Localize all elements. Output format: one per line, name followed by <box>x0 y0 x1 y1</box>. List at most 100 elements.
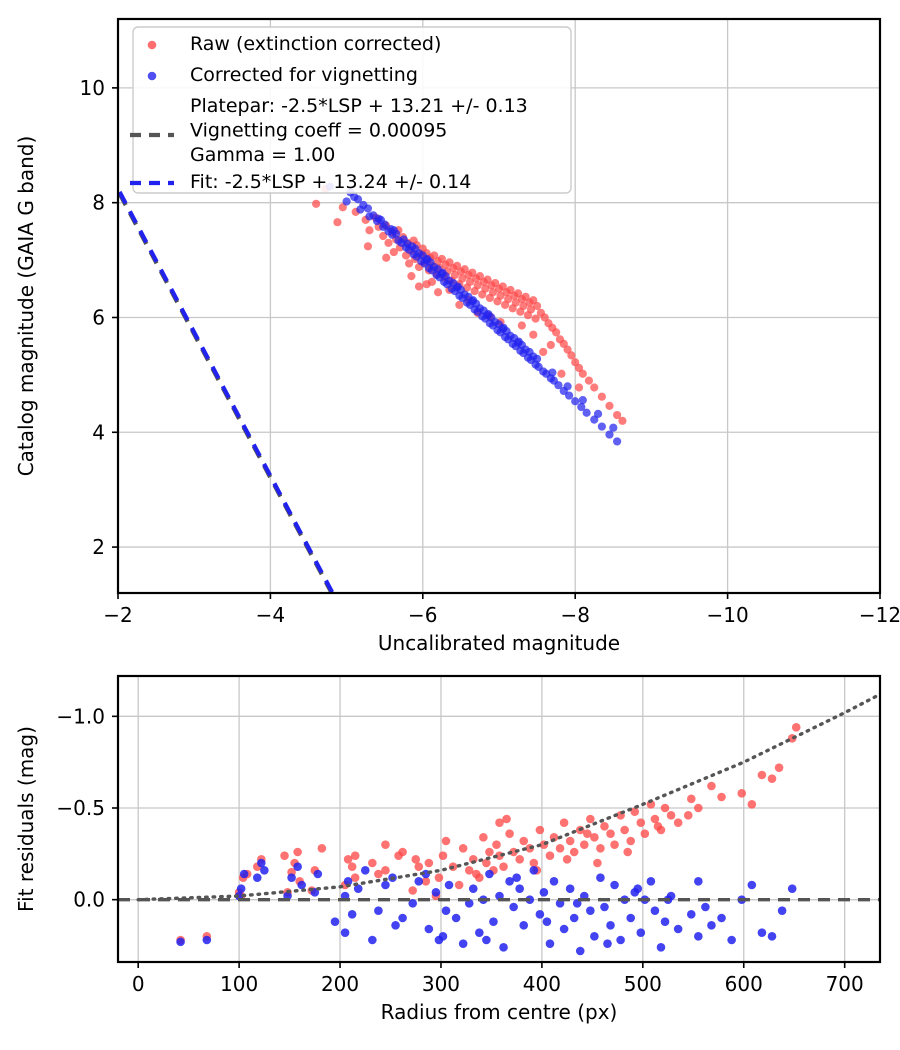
data-point-raw <box>666 811 676 820</box>
data-point-corrected <box>408 242 417 251</box>
data-point-raw <box>683 811 693 820</box>
legend-label: Fit: -2.5*LSP + 13.24 +/- 0.14 <box>190 171 471 193</box>
data-point-corrected <box>633 884 643 893</box>
data-point-raw <box>707 781 716 791</box>
legend: Raw (extinction corrected) Corrected for … <box>130 26 572 194</box>
data-point-raw <box>584 376 594 385</box>
series-raw-bottom <box>176 723 801 945</box>
data-point-raw <box>737 789 747 798</box>
data-point-raw <box>600 822 609 831</box>
data-point-raw <box>481 284 490 293</box>
data-point-corrected <box>554 381 563 390</box>
data-point-corrected <box>767 932 777 941</box>
data-point-corrected <box>609 423 618 432</box>
data-point-corrected <box>389 226 398 235</box>
data-point-raw <box>438 851 448 860</box>
data-point-raw <box>485 847 494 857</box>
data-point-corrected <box>577 402 586 412</box>
data-point-raw <box>606 829 615 838</box>
data-point-corrected <box>533 354 542 363</box>
data-point-raw <box>414 862 424 871</box>
data-point-raw <box>421 877 431 886</box>
data-point-corrected <box>512 873 521 882</box>
data-point-corrected <box>673 924 683 934</box>
data-point-corrected <box>505 877 514 886</box>
data-point-corrected <box>563 382 572 391</box>
data-point-corrected <box>499 943 508 952</box>
data-point-corrected <box>360 866 370 875</box>
data-point-raw <box>433 288 443 297</box>
data-point-raw <box>408 886 418 895</box>
legend-label: Platepar: -2.5*LSP + 13.21 +/- 0.13 <box>190 95 528 117</box>
data-point-raw <box>747 800 757 809</box>
legend-label: Corrected for vignetting <box>190 64 418 86</box>
data-point-raw <box>411 855 421 864</box>
data-point-corrected <box>717 913 726 923</box>
data-point-raw <box>317 844 327 853</box>
data-point-raw <box>465 277 475 286</box>
data-point-raw <box>529 330 538 339</box>
data-point-raw <box>343 855 353 864</box>
data-point-corrected <box>593 409 603 419</box>
tick-label-y: 4 <box>92 420 105 444</box>
data-point-corrected <box>347 910 357 919</box>
legend-marker-dot <box>147 40 157 50</box>
data-point-raw <box>454 880 464 890</box>
data-point-corrected <box>353 884 363 893</box>
data-point-corrected <box>597 422 606 431</box>
data-point-raw <box>774 763 784 772</box>
data-point-corrected <box>636 928 646 937</box>
data-point-raw <box>626 836 636 846</box>
data-point-corrected <box>342 197 351 206</box>
data-point-corrected <box>578 396 587 405</box>
data-point-raw <box>381 866 390 875</box>
data-point-raw <box>757 770 767 780</box>
data-point-corrected <box>482 935 491 945</box>
data-point-corrected <box>727 935 736 945</box>
data-point-corrected <box>374 214 383 223</box>
data-point-raw <box>535 825 545 835</box>
top-panel-frame <box>116 17 882 595</box>
data-point-corrected <box>707 921 716 930</box>
tick-label-y: 8 <box>92 191 105 215</box>
data-point-corrected <box>606 921 615 930</box>
data-point-raw <box>546 340 555 350</box>
data-point-corrected <box>509 902 518 912</box>
data-point-corrected <box>626 913 636 923</box>
data-point-corrected <box>431 888 441 897</box>
data-point-corrected <box>391 921 400 930</box>
data-point-raw <box>365 226 374 235</box>
data-point-raw <box>398 847 407 857</box>
data-point-raw <box>404 259 414 268</box>
data-point-raw <box>280 851 289 860</box>
data-point-corrected <box>569 913 579 923</box>
legend-box <box>132 26 572 194</box>
data-point-raw <box>515 855 524 864</box>
data-point-raw <box>579 840 589 849</box>
tick-label-x: 600 <box>725 972 763 996</box>
data-point-corrected <box>548 368 557 377</box>
data-point-corrected <box>565 391 574 400</box>
top-panel-data <box>118 182 627 593</box>
data-point-corrected <box>613 437 622 446</box>
data-point-corrected <box>603 939 612 948</box>
data-point-raw <box>434 873 444 882</box>
data-point-corrected <box>381 880 390 890</box>
data-point-raw <box>458 274 467 283</box>
data-point-corrected <box>260 866 269 875</box>
data-point-raw <box>464 866 474 875</box>
platepar-line <box>118 186 335 593</box>
data-point-raw <box>630 807 640 816</box>
data-point-raw <box>605 401 614 410</box>
data-point-raw <box>552 328 561 337</box>
data-point-corrected <box>600 902 609 912</box>
data-point-corrected <box>686 910 696 919</box>
data-point-corrected <box>559 924 569 934</box>
data-point-corrected <box>747 880 757 890</box>
data-point-raw <box>640 829 650 838</box>
data-point-raw <box>381 840 390 849</box>
top-panel-ticks: −2 −4 −6 −8 −10 −12 2 4 6 8 10 <box>80 76 900 627</box>
data-point-corrected <box>525 347 534 357</box>
data-point-raw <box>384 238 393 247</box>
data-point-raw <box>471 869 481 879</box>
